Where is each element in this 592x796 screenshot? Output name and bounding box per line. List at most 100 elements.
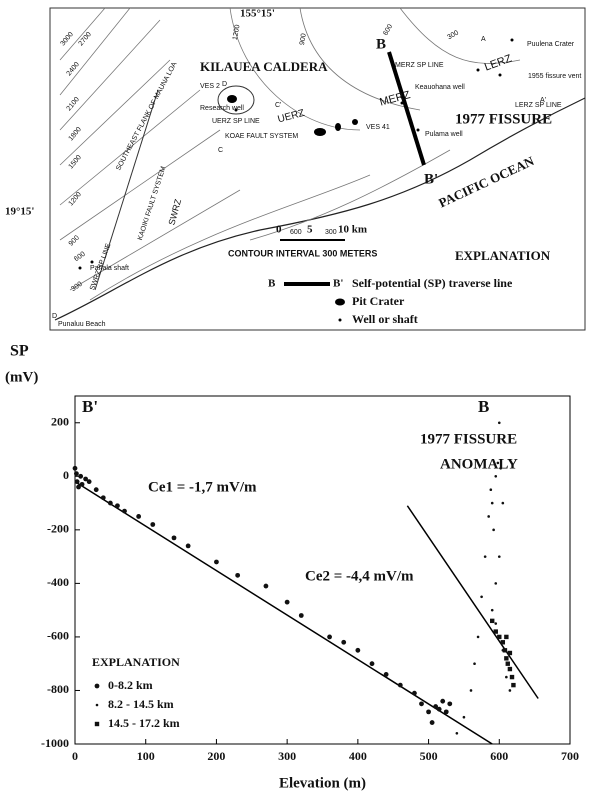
legend-text: Pit Crater xyxy=(352,294,405,308)
legend-well xyxy=(338,318,342,322)
legend-text: Well or shaft xyxy=(352,312,418,326)
point xyxy=(150,522,156,527)
legend-marker xyxy=(94,721,100,727)
well xyxy=(498,73,502,77)
point xyxy=(383,672,389,677)
point xyxy=(490,618,495,624)
point xyxy=(443,709,449,715)
label: Keauohana well xyxy=(415,84,465,91)
y-axis-label: (mV) xyxy=(5,369,38,385)
point xyxy=(502,648,508,653)
label: 1955 fissure vent xyxy=(528,73,581,80)
point xyxy=(494,622,498,625)
point xyxy=(214,559,219,565)
contour-label: 600 xyxy=(290,229,302,236)
point xyxy=(429,720,435,725)
point xyxy=(462,715,466,719)
annotation: B' xyxy=(82,397,98,416)
well xyxy=(78,266,82,270)
y-tick-label: -400 xyxy=(47,575,69,589)
letter: A xyxy=(481,36,486,43)
point xyxy=(490,608,494,612)
legend-text: Self-potential (SP) traverse line xyxy=(352,276,513,290)
longitude: 155°15' xyxy=(240,8,275,20)
legend-label: 8.2 - 14.5 km xyxy=(108,697,174,711)
point xyxy=(298,613,304,618)
letter: C xyxy=(218,147,223,154)
point xyxy=(508,689,512,692)
label: Research well xyxy=(200,105,244,112)
point xyxy=(79,481,85,487)
label: Punaluu Beach xyxy=(58,321,106,328)
point xyxy=(93,487,99,493)
well xyxy=(90,260,94,264)
scale-label: 10 km xyxy=(338,224,367,236)
x-tick-label: 300 xyxy=(278,749,296,763)
legend-b: B xyxy=(268,278,276,290)
point xyxy=(505,661,510,666)
point xyxy=(426,709,431,715)
legend-label: 0-8.2 km xyxy=(108,678,153,692)
point xyxy=(83,476,89,482)
point xyxy=(263,583,269,589)
caldera-label: KILAUEA CALDERA xyxy=(200,59,328,74)
y-tick-label: 200 xyxy=(51,415,69,429)
point xyxy=(476,635,480,639)
contour-label: 1200 xyxy=(232,24,242,41)
legend-marker xyxy=(95,703,99,707)
point xyxy=(447,701,453,707)
contour-label: 2400 xyxy=(66,61,81,78)
point xyxy=(507,650,513,656)
contour-label: 300 xyxy=(325,229,337,236)
point xyxy=(327,634,332,640)
point xyxy=(480,595,483,599)
scale-label: 5 xyxy=(307,224,313,236)
b-prime-label: B' xyxy=(424,171,438,187)
contour-label: 600 xyxy=(73,251,87,263)
y-tick-label: 0 xyxy=(63,468,69,482)
point xyxy=(500,640,506,645)
point xyxy=(490,501,494,505)
contour-label: 300 xyxy=(446,29,460,41)
point xyxy=(507,666,513,672)
well xyxy=(400,101,404,105)
point xyxy=(492,528,495,532)
label: MERZ SP LINE xyxy=(395,62,444,69)
contour-label: 1500 xyxy=(68,154,83,171)
label: UERZ SP LINE xyxy=(212,118,260,125)
label: LERZ xyxy=(483,53,514,74)
point xyxy=(483,555,487,558)
well xyxy=(510,38,514,42)
traverse-line xyxy=(387,51,426,166)
point xyxy=(504,656,509,661)
contour-label: 1200 xyxy=(68,191,83,208)
pit-crater xyxy=(335,123,341,131)
x-axis-label: Elevation (m) xyxy=(279,775,366,791)
fault xyxy=(94,89,159,291)
x-tick-label: 200 xyxy=(207,749,225,763)
b-label: B xyxy=(376,36,386,52)
point xyxy=(78,473,84,479)
point xyxy=(489,488,493,491)
x-tick-label: 700 xyxy=(561,749,579,763)
y-tick-label: -600 xyxy=(47,629,69,643)
contour-label: 900 xyxy=(299,33,308,46)
explanation: EXPLANATION xyxy=(455,248,551,263)
pit-crater xyxy=(352,119,358,125)
point xyxy=(509,674,515,680)
well xyxy=(234,108,238,112)
point xyxy=(86,479,92,485)
point xyxy=(497,555,501,558)
contour-label: 300 xyxy=(70,281,84,293)
label: SOUTHEAST FLANK OF MAUNA LOA xyxy=(115,61,178,172)
pit-crater xyxy=(314,128,326,136)
fit-line xyxy=(406,505,539,699)
point xyxy=(100,495,106,501)
point xyxy=(433,704,439,709)
x-tick-label: 0 xyxy=(72,749,78,763)
label: Pahala shaft xyxy=(90,265,129,272)
annotation: 1977 FISSURE xyxy=(420,431,517,447)
point xyxy=(511,682,516,688)
x-tick-label: 600 xyxy=(490,749,508,763)
point xyxy=(235,572,241,578)
